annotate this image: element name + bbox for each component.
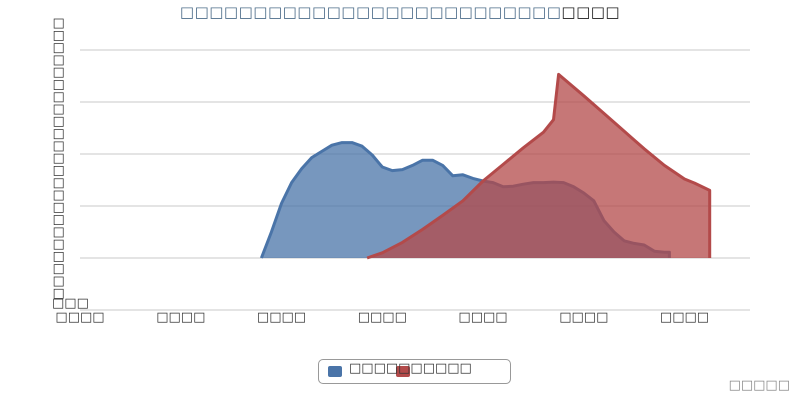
area-series-2-fill[interactable] [367, 74, 710, 259]
legend-swatch-series-2[interactable] [396, 366, 410, 377]
legend-label-series-1[interactable]: □□□□□□□□□□ [349, 361, 472, 376]
x-tick-label: □□□□ [559, 310, 608, 325]
x-tick-label: □□□□ [660, 310, 709, 325]
x-tick-label: □□□□ [257, 310, 306, 325]
chart-title: □□□□□□□□□□□□□□□□□□□□□□□□□□□□□□ [0, 3, 800, 21]
y-unit-label: □□□ [52, 296, 89, 311]
chart-title-main: □□□□□□□□□□□□□□□□□□□□□□□□□□ [179, 3, 562, 21]
chart-credit: □□□□□ [728, 378, 790, 393]
x-tick-label: □□□□ [458, 310, 507, 325]
series-areas [259, 72, 712, 260]
x-tick-label: □□□□ [55, 310, 104, 325]
x-axis-ticks: □□□□ □□□□ □□□□ □□□□ □□□□ □□□□ □□□□ [55, 310, 709, 325]
x-tick-label: □□□□ [358, 310, 407, 325]
chart-title-tail: □□□□ [561, 3, 621, 21]
legend: □□□□□□□□□□ [318, 359, 511, 384]
x-tick-label: □□□□ [156, 310, 205, 325]
area-series-2-line[interactable] [366, 72, 712, 260]
legend-swatch-series-1[interactable] [328, 366, 342, 377]
